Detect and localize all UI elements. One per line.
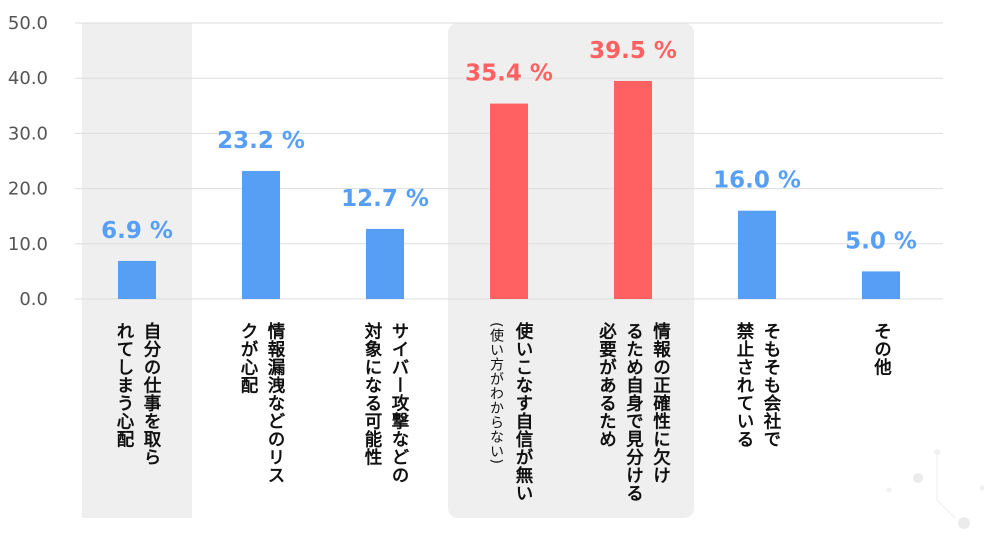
decor-dot bbox=[979, 485, 985, 491]
bar bbox=[738, 210, 776, 299]
bar bbox=[490, 103, 528, 299]
category-label: 情報の正確性に欠け るため自身で見分ける 必要があるため bbox=[596, 322, 671, 502]
decor-dot bbox=[886, 487, 892, 493]
y-tick-label: 30.0 bbox=[8, 123, 48, 144]
decor-dot bbox=[958, 517, 970, 529]
y-tick-label: 50.0 bbox=[8, 13, 48, 34]
y-tick-label: 40.0 bbox=[8, 68, 48, 89]
bar bbox=[614, 80, 652, 300]
data-labels: 6.9 % 23.2 % 12.7 % 35.4 % 39.5 % 16.0 % 5.0 % bbox=[101, 38, 917, 254]
data-label: 5.0 % bbox=[845, 228, 917, 254]
decoration bbox=[886, 449, 985, 529]
bar bbox=[118, 260, 156, 299]
decor-dot bbox=[934, 449, 940, 455]
category-label: 使いこなす自信が無い (使い方がわからない) bbox=[488, 322, 533, 502]
bar bbox=[862, 271, 900, 299]
category-label: 自分の仕事を取ら れてしまう心配 bbox=[114, 322, 161, 466]
bars bbox=[118, 80, 900, 300]
decor-dot bbox=[913, 473, 923, 483]
y-tick-label: 0.0 bbox=[19, 289, 48, 310]
category-sublabel: (使い方がわからない) bbox=[488, 322, 504, 465]
y-tick-label: 10.0 bbox=[8, 234, 48, 255]
bar bbox=[242, 170, 280, 299]
category-label: その他 bbox=[871, 322, 892, 376]
category-label: 情報漏洩などのリス クが心配 bbox=[238, 322, 285, 484]
decor-line bbox=[936, 455, 956, 519]
data-label: 35.4 % bbox=[465, 61, 553, 87]
bar bbox=[366, 228, 404, 299]
data-label: 6.9 % bbox=[101, 218, 173, 244]
y-tick-label: 20.0 bbox=[8, 179, 48, 200]
data-label: 12.7 % bbox=[341, 186, 429, 212]
data-label: 16.0 % bbox=[713, 168, 801, 194]
data-label: 39.5 % bbox=[589, 38, 677, 64]
category-label: サイバー攻撃などの 対象になる可能性 bbox=[362, 322, 409, 484]
data-label: 23.2 % bbox=[217, 128, 305, 154]
category-label: そもそも会社で 禁止されている bbox=[734, 322, 781, 448]
